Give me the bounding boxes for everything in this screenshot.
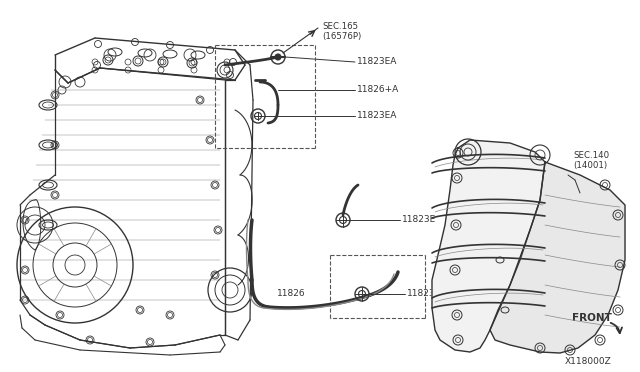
Text: 11823E: 11823E — [402, 215, 436, 224]
Circle shape — [275, 54, 281, 60]
Text: X118000Z: X118000Z — [565, 357, 612, 366]
Text: 11826: 11826 — [277, 289, 306, 298]
Text: 11823EA: 11823EA — [357, 58, 397, 67]
Text: SEC.140
(14001): SEC.140 (14001) — [573, 151, 609, 170]
Text: SEC.165
(16576P): SEC.165 (16576P) — [322, 22, 361, 41]
Text: 11826+A: 11826+A — [357, 86, 399, 94]
Text: 11823EA: 11823EA — [357, 112, 397, 121]
Text: FRONT: FRONT — [572, 313, 612, 323]
Text: 11823E: 11823E — [407, 289, 441, 298]
Polygon shape — [432, 140, 545, 352]
Polygon shape — [490, 162, 625, 353]
